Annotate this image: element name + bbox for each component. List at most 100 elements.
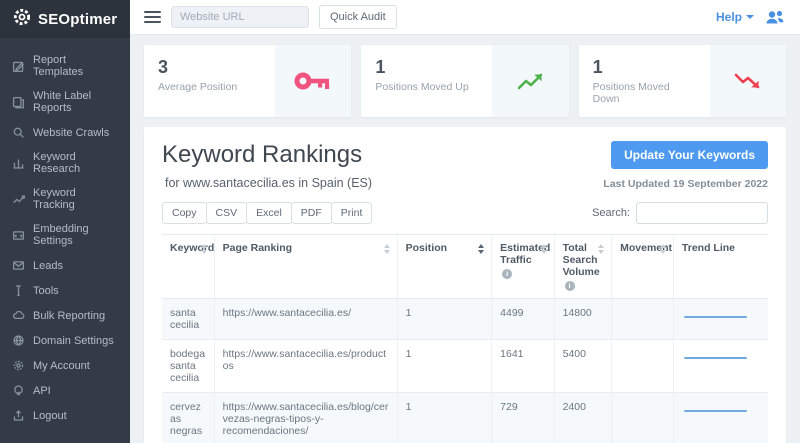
export-button-group: Copy CSV Excel PDF Print	[162, 202, 373, 224]
movement-cell	[611, 298, 674, 340]
position-cell: 1	[396, 339, 492, 393]
sidebar-item-my-account[interactable]: My Account	[0, 353, 130, 378]
stat-card-average-position: 3 Average Position	[144, 45, 352, 117]
sidebar-item-website-crawls[interactable]: Website Crawls	[0, 120, 130, 145]
trend-down-icon	[734, 73, 760, 89]
page-ranking-cell: https://www.santacecilia.es/productos	[213, 339, 398, 393]
sidebar-item-bulk-reporting[interactable]: Bulk Reporting	[0, 303, 130, 328]
table-header-row: Keyword Page Ranking Position Estimated …	[162, 234, 768, 299]
logout-icon	[13, 410, 24, 421]
leads-icon	[12, 261, 25, 270]
last-updated-text: Last Updated 19 September 2022	[603, 178, 768, 190]
volume-cell: 5400	[553, 339, 612, 393]
info-icon[interactable]: i	[564, 281, 575, 291]
sidebar-item-label: White Label Reports	[33, 90, 92, 114]
column-header-keyword[interactable]: Keyword	[162, 234, 214, 299]
sidebar: SEOptimer Report Templates White Label R…	[0, 0, 130, 443]
volume-cell: 14800	[553, 298, 612, 340]
column-header-estimated-traffic[interactable]: Estimated Traffic i	[491, 234, 555, 299]
traffic-cell: 729	[491, 392, 555, 443]
update-keywords-button[interactable]: Update Your Keywords	[611, 141, 768, 169]
sidebar-item-keyword-research[interactable]: Keyword Research	[0, 145, 130, 181]
column-header-movement[interactable]: Movement	[611, 234, 674, 299]
volume-cell: 2400	[553, 392, 612, 443]
tools-icon	[16, 285, 21, 297]
page-title: Keyword Rankings	[162, 141, 363, 168]
keyword-cell: bodega santa cecilia	[162, 339, 215, 393]
sidebar-item-label: Website Crawls	[33, 126, 110, 139]
average-position-value: 3	[158, 57, 169, 77]
sidebar-nav: Report Templates White Label Reports Web…	[0, 38, 130, 428]
sidebar-item-embedding-settings[interactable]: Embedding Settings	[0, 217, 130, 253]
keyword-rankings-table: Keyword Page Ranking Position Estimated …	[162, 234, 768, 443]
info-icon[interactable]: i	[502, 269, 513, 279]
account-button[interactable]	[764, 9, 786, 25]
table-toolbar: Copy CSV Excel PDF Print Search:	[162, 202, 768, 224]
sidebar-item-domain-settings[interactable]: Domain Settings	[0, 328, 130, 353]
sidebar-item-label: Tools	[33, 284, 59, 297]
website-url-input[interactable]	[171, 6, 309, 28]
stat-card-positions-moved-down: 1 Positions Moved Down	[578, 45, 786, 117]
sidebar-item-keyword-tracking[interactable]: Keyword Tracking	[0, 181, 130, 217]
average-position-label: Average Position	[158, 80, 238, 93]
search-input[interactable]	[636, 202, 768, 224]
stat-card-positions-moved-up: 1 Positions Moved Up	[361, 45, 569, 117]
column-header-page-ranking[interactable]: Page Ranking	[213, 234, 398, 299]
position-cell: 1	[396, 392, 492, 443]
pdf-button[interactable]: PDF	[290, 202, 332, 224]
key-icon	[294, 72, 330, 90]
sidebar-item-report-templates[interactable]: Report Templates	[0, 48, 130, 84]
keyword-cell: santa cecilia	[162, 298, 215, 340]
trend-up-icon	[517, 73, 542, 90]
menu-toggle-icon[interactable]	[144, 11, 161, 23]
logo-text: SEOptimer	[38, 10, 118, 28]
sidebar-item-label: Bulk Reporting	[33, 309, 106, 322]
table-row: cervezas negras https://www.santacecilia…	[162, 392, 768, 443]
users-icon	[766, 10, 784, 24]
sparkline	[683, 316, 747, 318]
help-menu[interactable]: Help	[716, 10, 754, 24]
column-header-total-search-volume[interactable]: Total Search Volume i	[553, 234, 612, 299]
positions-moved-down-label: Positions Moved Down	[592, 80, 670, 105]
traffic-cell: 4499	[491, 298, 555, 340]
trend-line-cell	[672, 339, 768, 393]
quick-audit-button[interactable]: Quick Audit	[319, 5, 397, 29]
search-label: Search:	[592, 207, 630, 219]
column-header-position[interactable]: Position	[396, 234, 492, 299]
column-header-trend-line: Trend Line	[672, 234, 768, 299]
sort-icon	[383, 244, 391, 255]
sort-icon	[540, 244, 548, 255]
sidebar-item-leads[interactable]: Leads	[0, 253, 130, 278]
excel-button[interactable]: Excel	[246, 202, 292, 224]
sidebar-item-tools[interactable]: Tools	[0, 278, 130, 303]
sidebar-item-api[interactable]: API	[0, 378, 130, 403]
traffic-cell: 1641	[491, 339, 555, 393]
seoptimer-gear-icon	[12, 7, 32, 32]
keyword-tracking-icon	[13, 194, 25, 203]
sidebar-item-label: API	[33, 384, 51, 397]
help-label: Help	[715, 10, 742, 24]
positions-moved-up-label: Positions Moved Up	[375, 80, 469, 93]
report-templates-icon	[12, 61, 24, 72]
keyword-rankings-panel: Keyword Rankings for www.santacecilia.es…	[144, 127, 786, 443]
sidebar-item-label: Domain Settings	[33, 334, 114, 347]
sidebar-item-white-label-reports[interactable]: White Label Reports	[0, 84, 130, 120]
page-ranking-cell: https://www.santacecilia.es/	[213, 298, 398, 340]
sidebar-item-logout[interactable]: Logout	[0, 403, 130, 428]
csv-button[interactable]: CSV	[205, 202, 248, 224]
sidebar-item-label: Logout	[33, 409, 67, 422]
trend-line-cell	[672, 392, 768, 443]
main-content: Quick Audit Help 3	[130, 0, 800, 443]
sidebar-item-label: My Account	[33, 359, 90, 372]
trend-line-cell	[672, 298, 768, 340]
positions-moved-down-value: 1	[592, 57, 603, 77]
logo[interactable]: SEOptimer	[0, 0, 130, 38]
stats-row: 3 Average Position 1	[144, 45, 786, 117]
page-subtitle: for www.santacecilia.es in Spain (ES)	[165, 176, 373, 190]
print-button[interactable]: Print	[330, 202, 373, 224]
website-crawls-icon	[13, 127, 24, 138]
copy-button[interactable]: Copy	[162, 202, 207, 224]
movement-cell	[611, 392, 674, 443]
positions-moved-up-value: 1	[375, 57, 386, 77]
